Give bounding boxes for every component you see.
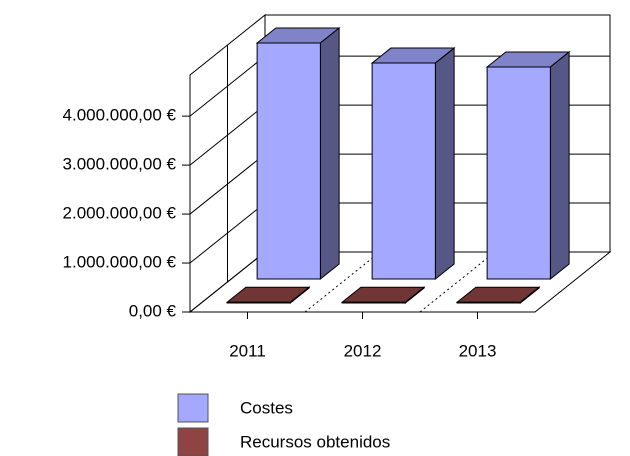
bar-side	[434, 47, 455, 281]
floor-divider	[419, 251, 496, 313]
bar-front	[456, 301, 521, 304]
bar-front	[486, 66, 551, 280]
legend-label: Costes	[240, 398, 293, 417]
bar-front	[341, 301, 406, 304]
x-tick-label: 2013	[459, 341, 497, 360]
bar	[485, 50, 571, 281]
y-tick-label: 0,00 €	[129, 301, 177, 320]
x-tick-label: 2011	[229, 341, 266, 360]
legend-label: Recursos obtenidos	[240, 432, 390, 451]
bar	[455, 286, 541, 305]
bar	[370, 47, 456, 281]
floor-divider	[304, 251, 381, 313]
y-tick-label: 3.000.000,00 €	[63, 155, 177, 174]
y-tick-label: 1.000.000,00 €	[63, 253, 177, 272]
bar-side	[549, 50, 570, 281]
bar	[340, 286, 426, 305]
bar	[225, 286, 311, 305]
legend-swatch	[177, 393, 209, 423]
bar-side	[319, 26, 340, 281]
legend-swatch	[177, 427, 209, 456]
bar-front	[226, 301, 291, 304]
bar	[255, 26, 341, 281]
bar-front	[371, 62, 436, 280]
y-tick-label: 4.000.000,00 €	[63, 106, 177, 125]
x-tick-label: 2012	[344, 341, 382, 360]
y-tick-label: 2.000.000,00 €	[63, 204, 177, 223]
bar-front	[256, 42, 321, 280]
